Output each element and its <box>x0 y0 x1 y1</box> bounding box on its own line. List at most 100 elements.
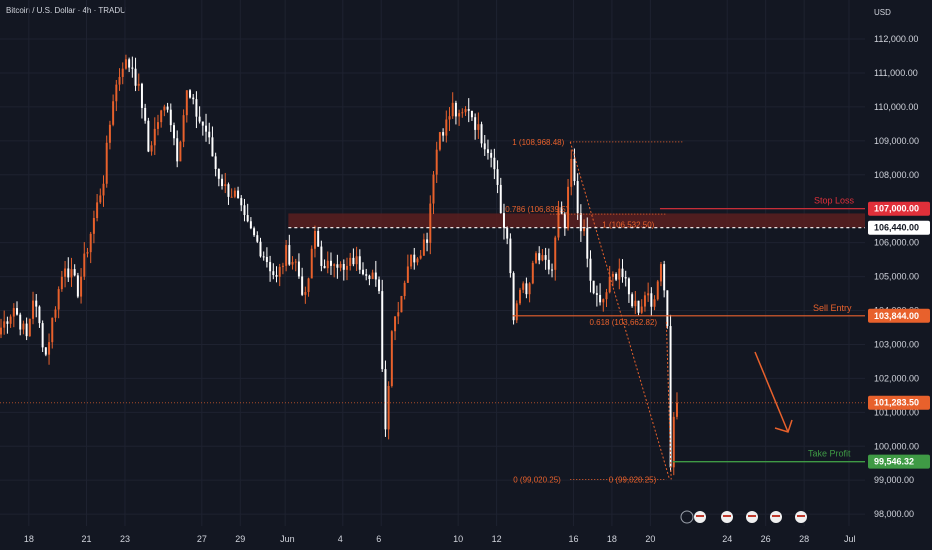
candle-body[interactable] <box>480 124 483 144</box>
candle-body[interactable] <box>259 241 262 257</box>
candle-body[interactable] <box>217 169 220 179</box>
candle-body[interactable] <box>176 138 179 162</box>
candle-body[interactable] <box>445 119 448 136</box>
candle-body[interactable] <box>640 306 643 313</box>
candle-body[interactable] <box>124 59 127 69</box>
candle-body[interactable] <box>602 299 605 303</box>
candle-body[interactable] <box>131 67 134 69</box>
candle-body[interactable] <box>384 369 387 430</box>
candle-body[interactable] <box>422 239 425 256</box>
candle-body[interactable] <box>650 293 653 307</box>
candle-body[interactable] <box>358 256 361 270</box>
candle-body[interactable] <box>621 268 624 278</box>
candle-body[interactable] <box>535 253 538 263</box>
candle-body[interactable] <box>173 125 175 139</box>
candle-body[interactable] <box>387 385 390 430</box>
candle-body[interactable] <box>329 260 332 266</box>
candle-body[interactable] <box>246 215 249 222</box>
candle-body[interactable] <box>493 157 496 170</box>
candle-body[interactable] <box>362 269 365 275</box>
candle-body[interactable] <box>38 306 41 324</box>
candle-body[interactable] <box>249 221 252 229</box>
candle-body[interactable] <box>144 107 147 121</box>
candle-body[interactable] <box>96 202 99 219</box>
candle-body[interactable] <box>240 198 243 206</box>
candle-body[interactable] <box>663 264 666 291</box>
candle-body[interactable] <box>371 272 374 280</box>
candle-body[interactable] <box>317 230 320 247</box>
candle-body[interactable] <box>230 196 233 198</box>
candle-body[interactable] <box>611 273 614 277</box>
candle-body[interactable] <box>288 245 291 265</box>
candle-body[interactable] <box>346 265 348 270</box>
candle-body[interactable] <box>390 331 393 386</box>
candle-body[interactable] <box>326 260 329 269</box>
candle-body[interactable] <box>647 293 650 296</box>
candle-body[interactable] <box>243 205 246 216</box>
candle-body[interactable] <box>509 238 512 274</box>
candle-body[interactable] <box>378 279 381 292</box>
candle-body[interactable] <box>567 186 570 229</box>
candle-body[interactable] <box>631 294 634 307</box>
candle-body[interactable] <box>32 300 35 319</box>
candle-body[interactable] <box>189 90 192 98</box>
candle-body[interactable] <box>278 266 281 277</box>
candle-body[interactable] <box>576 181 579 214</box>
candle-body[interactable] <box>297 261 300 277</box>
candle-body[interactable] <box>515 303 518 321</box>
candle-body[interactable] <box>551 269 554 271</box>
candle-body[interactable] <box>643 295 646 307</box>
candle-body[interactable] <box>519 289 521 304</box>
candle-body[interactable] <box>192 97 195 100</box>
candle-body[interactable] <box>6 321 9 324</box>
candle-body[interactable] <box>675 402 678 417</box>
candle-body[interactable] <box>506 227 509 239</box>
candle-body[interactable] <box>233 190 236 197</box>
candle-body[interactable] <box>381 291 384 370</box>
candle-body[interactable] <box>198 116 201 122</box>
candle-body[interactable] <box>554 237 557 270</box>
candle-body[interactable] <box>336 264 339 268</box>
candle-body[interactable] <box>134 68 137 86</box>
candle-body[interactable] <box>541 255 544 261</box>
candle-body[interactable] <box>83 253 86 277</box>
candle-body[interactable] <box>22 323 25 330</box>
candle-body[interactable] <box>208 131 211 138</box>
candle-body[interactable] <box>166 106 169 110</box>
candle-body[interactable] <box>496 169 499 185</box>
candle-body[interactable] <box>499 184 502 214</box>
candle-body[interactable] <box>419 255 422 259</box>
candle-body[interactable] <box>659 264 662 282</box>
candle-body[interactable] <box>464 109 467 113</box>
candle-body[interactable] <box>54 309 57 318</box>
candle-body[interactable] <box>211 137 214 157</box>
candle-body[interactable] <box>105 142 108 184</box>
candle-body[interactable] <box>502 213 505 228</box>
candle-body[interactable] <box>201 121 204 126</box>
candle-body[interactable] <box>195 99 198 117</box>
candle-body[interactable] <box>595 293 598 295</box>
candle-body[interactable] <box>563 213 566 229</box>
candle-body[interactable] <box>60 276 63 290</box>
candle-body[interactable] <box>275 274 278 277</box>
candle-body[interactable] <box>128 59 131 68</box>
candle-body[interactable] <box>48 342 51 355</box>
candle-body[interactable] <box>512 273 515 321</box>
candle-body[interactable] <box>224 184 227 187</box>
candle-body[interactable] <box>342 264 345 270</box>
candle-body[interactable] <box>467 109 470 111</box>
candle-body[interactable] <box>400 295 403 313</box>
candle-body[interactable] <box>272 271 275 275</box>
candle-body[interactable] <box>448 116 451 120</box>
candle-body[interactable] <box>221 178 224 187</box>
candle-body[interactable] <box>573 158 576 182</box>
candle-body[interactable] <box>474 117 477 130</box>
candle-body[interactable] <box>262 256 265 258</box>
candle-body[interactable] <box>140 83 143 108</box>
candle-body[interactable] <box>89 233 92 253</box>
candle-body[interactable] <box>19 314 22 330</box>
candle-body[interactable] <box>150 145 153 152</box>
candle-body[interactable] <box>9 316 12 324</box>
candle-body[interactable] <box>182 115 185 142</box>
candle-body[interactable] <box>583 227 586 232</box>
